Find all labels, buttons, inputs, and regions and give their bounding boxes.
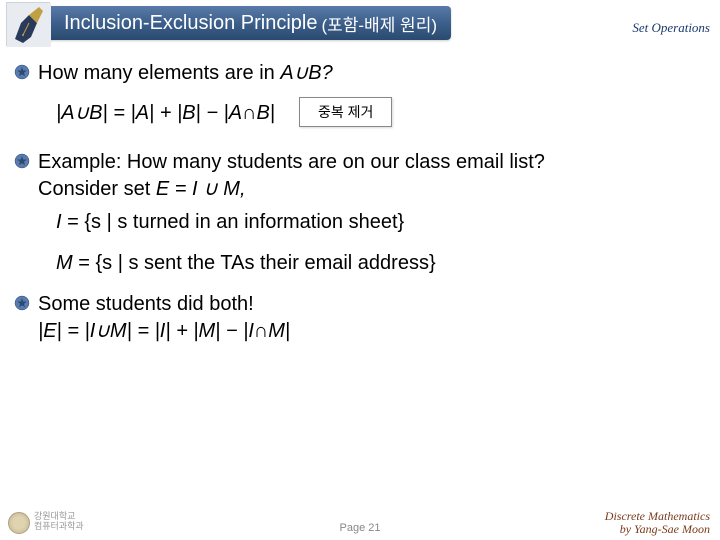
bullet-icon: [14, 153, 30, 169]
slide-title-paren: (포함-배제 원리): [321, 11, 437, 36]
bullet-3: Some students did both! |E| = |I∪M| = |I…: [14, 291, 706, 345]
section-label: Set Operations: [632, 20, 710, 36]
author-name: by Yang-Sae Moon: [620, 522, 710, 536]
bullet-1-text: How many elements are in A∪B?: [38, 60, 333, 87]
set-i-definition: I = {s | s turned in an information shee…: [56, 209, 706, 236]
bullet-2-text: Example: How many students are on our cl…: [38, 149, 545, 203]
slide-content: How many elements are in A∪B? |A∪B| = |A…: [14, 60, 706, 351]
bullet-2-line1: Example: How many students are on our cl…: [38, 151, 545, 173]
formula-row: |A∪B| = |A| + |B| − |A∩B| 중복 제거: [56, 97, 706, 127]
footer-credits: Discrete Mathematics by Yang-Sae Moon: [605, 510, 710, 536]
page-number: Page 21: [340, 522, 381, 534]
inclusion-exclusion-formula: |A∪B| = |A| + |B| − |A∩B|: [56, 100, 275, 125]
set-m-body: = {s | s sent the TAs their email addres…: [73, 252, 436, 274]
slide-title: Inclusion-Exclusion Principle: [64, 12, 317, 35]
bullet-3-formula: |E| = |I∪M| = |I| + |M| − |I∩M|: [38, 320, 290, 342]
set-i-body: = {s | s turned in an information sheet}: [62, 211, 405, 233]
bullet-icon: [14, 64, 30, 80]
bullet-3-text: Some students did both! |E| = |I∪M| = |I…: [38, 291, 290, 345]
course-name: Discrete Mathematics: [605, 509, 710, 523]
bullet-2-line2-expr: E = I ∪ M,: [156, 178, 246, 200]
bullet-1-expr: A∪B?: [280, 62, 332, 84]
bullet-2-line2-pre: Consider set: [38, 178, 156, 200]
set-m-definition: M = {s | s sent the TAs their email addr…: [56, 250, 706, 277]
header-icon-box: [6, 2, 50, 46]
title-band: Inclusion-Exclusion Principle (포함-배제 원리): [46, 6, 451, 40]
university-line2: 컴퓨터과학과: [34, 521, 84, 531]
dedup-tag: 중복 제거: [299, 97, 392, 127]
slide-header: Inclusion-Exclusion Principle (포함-배제 원리)…: [0, 0, 720, 48]
bullet-1: How many elements are in A∪B?: [14, 60, 706, 87]
university-line1: 강원대학교: [34, 511, 75, 521]
fountain-pen-icon: [7, 3, 51, 47]
bullet-3-line1: Some students did both!: [38, 293, 254, 315]
set-m-symbol: M: [56, 252, 73, 274]
bullet-1-lead: How many elements are in: [38, 62, 280, 84]
university-seal-icon: [8, 512, 30, 534]
bullet-icon: [14, 295, 30, 311]
university-name: 강원대학교 컴퓨터과학과: [34, 512, 84, 532]
bullet-2: Example: How many students are on our cl…: [14, 149, 706, 203]
